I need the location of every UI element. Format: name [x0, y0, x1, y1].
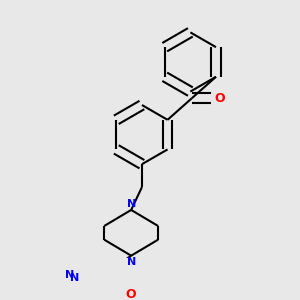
Text: N: N [127, 199, 136, 208]
Text: N: N [127, 257, 136, 267]
Text: N: N [65, 269, 75, 280]
Text: O: O [125, 288, 136, 300]
Text: N: N [70, 273, 80, 284]
Text: O: O [214, 92, 225, 105]
